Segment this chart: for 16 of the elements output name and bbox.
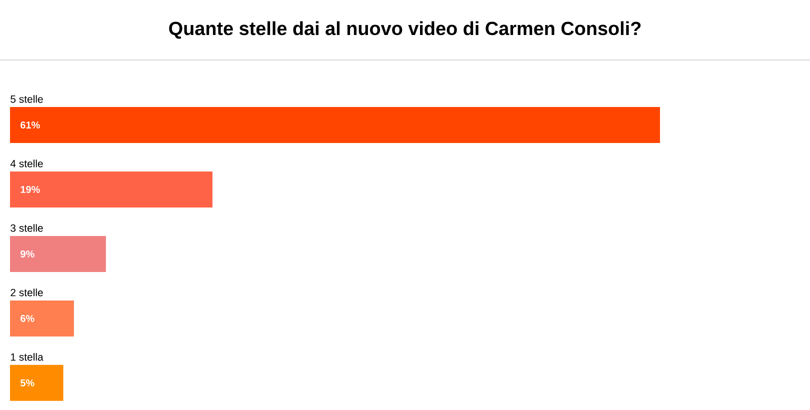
- data-label: 9%: [20, 250, 34, 258]
- bar: [10, 300, 74, 336]
- data-label: 5%: [20, 379, 34, 386]
- data-label: 19%: [20, 186, 40, 194]
- y-tick-label: 1 stella: [10, 353, 44, 361]
- chart-title: Quante stelle dai al nuovo video di Carmen Consoli?: [169, 21, 641, 39]
- data-label: 6%: [20, 314, 34, 322]
- bar: [10, 171, 212, 208]
- y-tick-label: 4 stelle: [10, 160, 43, 168]
- y-tick-label: 3 stelle: [10, 224, 43, 232]
- y-tick-label: 2 stelle: [10, 288, 43, 296]
- bar: [10, 107, 660, 144]
- bar: [10, 364, 64, 401]
- data-label: 61%: [20, 121, 40, 129]
- y-tick-label: 5 stelle: [10, 95, 43, 103]
- bar: [10, 236, 106, 272]
